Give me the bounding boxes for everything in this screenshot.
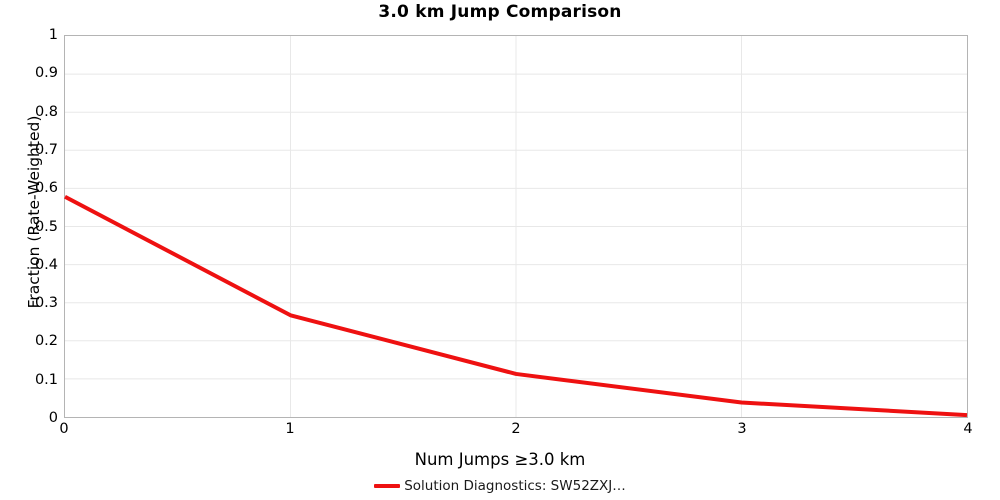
legend-label: Solution Diagnostics: SW52ZXJ… bbox=[404, 478, 626, 494]
legend-entry[interactable]: Solution Diagnostics: SW52ZXJ… bbox=[374, 478, 626, 494]
legend-line-swatch bbox=[374, 484, 401, 488]
y-tick-label: 0.4 bbox=[34, 256, 58, 273]
plot-area bbox=[64, 35, 968, 418]
y-tick-label: 0.3 bbox=[34, 295, 58, 312]
y-tick-label: 0.1 bbox=[34, 371, 58, 388]
chart-legend: Solution Diagnostics: SW52ZXJ… bbox=[0, 478, 1000, 494]
series-line bbox=[65, 197, 967, 415]
y-tick-label: 0.5 bbox=[34, 218, 58, 235]
x-axis-title: Num Jumps ≥3.0 km bbox=[414, 450, 586, 469]
y-axis-tick-labels: 0 0.1 0.2 0.3 0.4 0.5 0.6 0.7 0.8 0.9 1 bbox=[0, 27, 58, 426]
x-tick-label: 2 bbox=[511, 421, 521, 437]
y-tick-label: 0.2 bbox=[34, 333, 58, 350]
x-tick-label: 3 bbox=[737, 421, 747, 437]
y-tick-label: 0.6 bbox=[34, 180, 58, 197]
y-tick-label: 0.9 bbox=[34, 65, 58, 82]
grid-lines bbox=[65, 36, 967, 417]
y-tick-label: 0 bbox=[48, 410, 58, 426]
x-tick-label: 1 bbox=[285, 421, 295, 437]
y-tick-label: 0.8 bbox=[34, 103, 58, 120]
x-tick-label: 4 bbox=[963, 421, 973, 437]
data-series-layer bbox=[65, 36, 967, 417]
y-tick-label: 1 bbox=[48, 27, 58, 43]
x-tick-label: 0 bbox=[59, 421, 69, 437]
x-axis-tick-labels: 0 1 2 3 4 bbox=[59, 421, 972, 445]
chart-title: 3.0 km Jump Comparison bbox=[378, 2, 622, 22]
y-tick-label: 0.7 bbox=[34, 141, 58, 158]
